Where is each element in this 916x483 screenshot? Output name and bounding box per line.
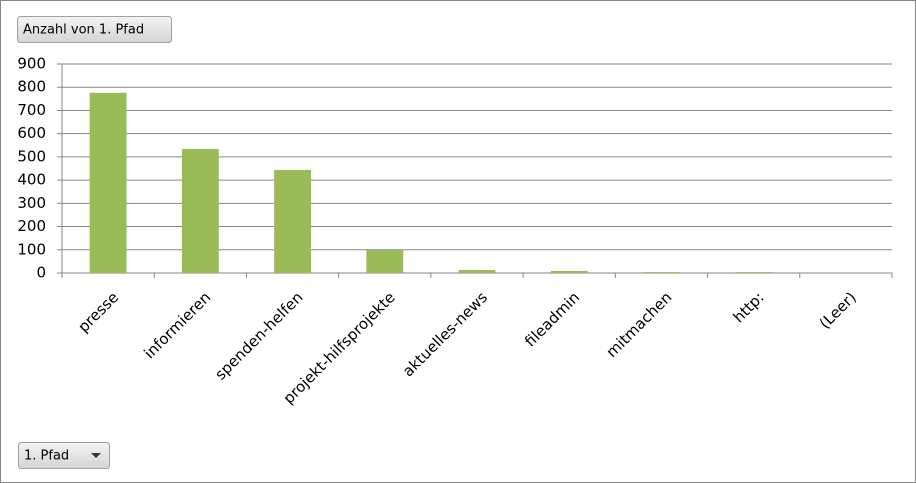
bar xyxy=(643,272,680,273)
bar xyxy=(458,269,496,273)
bar xyxy=(274,169,311,273)
y-tick-label: 400 xyxy=(17,171,46,189)
axis-field-button[interactable]: 1. Pfad xyxy=(18,442,110,469)
y-tick-label: 300 xyxy=(17,194,46,212)
button-bg xyxy=(18,442,110,469)
dropdown-arrow xyxy=(91,453,101,458)
y-tick-label: 600 xyxy=(17,124,46,142)
y-tick-label: 500 xyxy=(17,147,46,165)
y-tick-label: 900 xyxy=(17,55,46,73)
bar xyxy=(181,148,219,273)
y-tick-label: 0 xyxy=(36,264,46,282)
bar xyxy=(550,270,588,273)
y-tick-label: 800 xyxy=(17,78,46,96)
bar xyxy=(89,92,127,273)
value-field-button[interactable]: Anzahl von 1. Pfad xyxy=(17,16,172,43)
y-tick-label: 700 xyxy=(17,101,46,119)
button-label: Anzahl von 1. Pfad xyxy=(23,23,144,38)
button-bg xyxy=(17,16,172,43)
bar xyxy=(366,250,404,273)
y-tick-label: 200 xyxy=(17,217,46,235)
button-label: 1. Pfad xyxy=(24,449,69,464)
bar xyxy=(735,272,773,273)
y-tick-label: 100 xyxy=(17,240,46,258)
